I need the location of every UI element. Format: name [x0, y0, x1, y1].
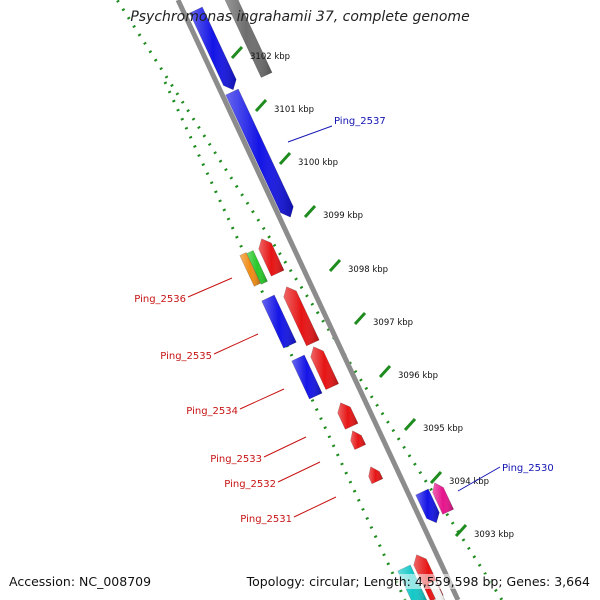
kbp-tick-label: 3093 kbp	[474, 530, 514, 540]
gene-label-ping-2534: Ping_2534	[186, 406, 238, 417]
gene-label-leader	[457, 466, 501, 492]
gene-arrow-red-2536-shade	[258, 238, 284, 277]
kbp-tick-mark	[378, 364, 392, 379]
kbp-tick-label: 3098 kbp	[348, 265, 388, 275]
kbp-tick-mark	[328, 258, 342, 273]
gene-label-ping-2531: Ping_2531	[240, 514, 292, 525]
gene-arrow-blue-2534-shade	[291, 355, 323, 399]
gene-label-leader	[213, 333, 259, 355]
genome-summary-text: Topology: circular; Length: 4,559,598 bp…	[246, 574, 590, 589]
kbp-tick-mark	[254, 98, 268, 113]
gene-arrow-grey-shade	[225, 0, 272, 78]
kbp-tick-label: 3099 kbp	[323, 211, 363, 221]
gene-arrow-blue-top-shade	[189, 7, 237, 90]
genome-title: Psychromonas ingrahamii 37, complete gen…	[130, 9, 470, 25]
gene-arrow-red-2535-shade	[283, 286, 320, 346]
gene-arrow-red-2533-shade	[337, 402, 358, 430]
gene-arrow-blue-2535-shade	[261, 295, 297, 349]
gene-label-leader	[263, 436, 307, 458]
kbp-tick-label: 3100 kbp	[298, 158, 338, 168]
gene-label-ping-2536: Ping_2536	[134, 294, 186, 305]
gene-label-ping-2535: Ping_2535	[160, 351, 212, 362]
gene-label-ping-2530: Ping_2530	[502, 463, 554, 474]
kbp-tick-label: 3101 kbp	[274, 105, 314, 115]
kbp-tick-mark	[353, 311, 367, 326]
kbp-tick-mark	[278, 151, 292, 166]
gene-label-ping-2532: Ping_2532	[224, 479, 276, 490]
gene-label-ping-2533: Ping_2533	[210, 454, 262, 465]
gene-labels: Ping_2537 Ping_2530 Ping_2536 Ping_2535 Ping…	[134, 116, 553, 525]
kbp-tick-label: 3097 kbp	[373, 318, 413, 328]
kbp-tick-mark	[303, 204, 317, 219]
genome-backbone	[175, 0, 461, 600]
gene-arrow-blue-2530-shade	[415, 489, 440, 523]
kbp-tick-mark	[454, 523, 468, 538]
gene-label-ping-2537: Ping_2537	[334, 116, 386, 127]
kbp-ticks: 3102 kbp 3101 kbp 3100 kbp 3099 kbp 3098 kbp…	[230, 45, 514, 540]
gene-label-leader	[287, 125, 333, 143]
kbp-tick-mark	[403, 417, 417, 432]
gene-arrow-red-2534-shade	[310, 346, 339, 390]
gene-arrow-magenta-shade	[432, 482, 454, 515]
kbp-tick-label: 3094 kbp	[449, 477, 489, 487]
kbp-tick-label: 3096 kbp	[398, 371, 438, 381]
accession-text: Accession: NC_008709	[9, 574, 152, 589]
gene-label-leader	[239, 388, 285, 410]
gene-arrow-red-2531-shade	[368, 466, 383, 484]
gene-arrow-green-shade	[246, 250, 268, 285]
kbp-tick-label: 3102 kbp	[250, 52, 290, 62]
kbp-tick-mark	[429, 470, 443, 485]
gene-arrow-red-2532-shade	[350, 430, 366, 450]
gene-label-leader	[293, 496, 337, 518]
kbp-tick-label: 3095 kbp	[423, 424, 463, 434]
gene-label-leader	[277, 461, 321, 483]
kbp-tick-mark	[230, 45, 244, 60]
gene-arrow-orange-shade	[239, 252, 261, 287]
gene-arrow-blue-2537-shade	[225, 89, 294, 218]
gene-label-leader	[187, 277, 233, 298]
